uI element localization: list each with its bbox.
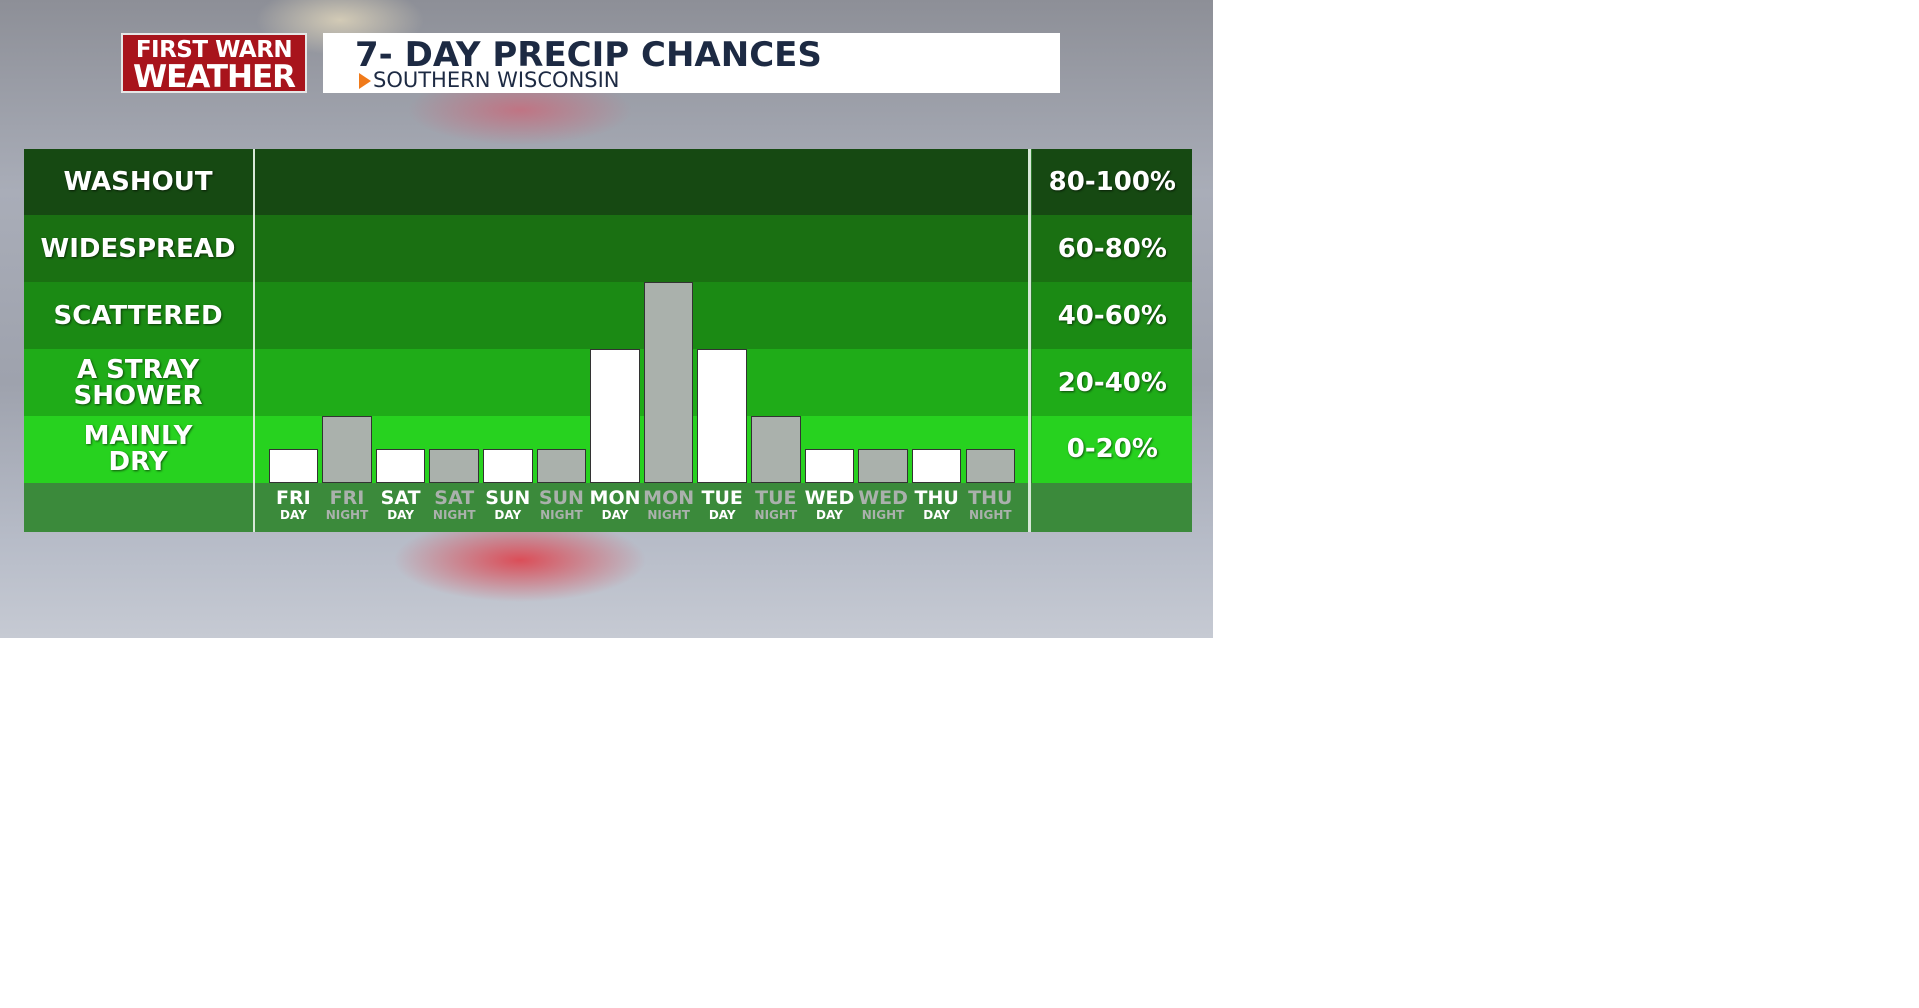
x-tick-sublabel: NIGHT — [432, 507, 476, 522]
bar — [804, 449, 855, 483]
bar — [375, 449, 426, 483]
band — [255, 282, 1028, 350]
x-tick-label: TUE — [755, 487, 797, 509]
x-tick-sublabel: DAY — [923, 507, 951, 522]
band — [255, 215, 1028, 283]
divider — [1027, 148, 1032, 533]
band — [23, 282, 253, 350]
bar — [858, 449, 908, 483]
x-tick-sublabel: NIGHT — [861, 507, 905, 522]
divider — [252, 148, 256, 533]
x-tick-sublabel: NIGHT — [754, 507, 798, 522]
x-tick-label: THU — [968, 487, 1013, 509]
x-tick-label: SAT — [434, 487, 475, 509]
bar — [268, 449, 319, 483]
x-tick-label: SUN — [538, 487, 584, 509]
chart-subtitle: SOUTHERN WISCONSIN — [373, 68, 620, 92]
band-range: 20-40% — [1057, 367, 1167, 398]
logo-text: WEATHER — [132, 59, 296, 95]
bar — [751, 415, 801, 483]
x-tick-sublabel: DAY — [279, 507, 307, 522]
x-tick-label: FRI — [276, 487, 311, 509]
x-tick-label: SAT — [380, 487, 421, 509]
bar — [322, 415, 372, 483]
bar — [643, 282, 694, 483]
x-tick-label: MON — [589, 487, 641, 509]
x-tick-label: TUE — [701, 487, 743, 509]
band-label: SCATTERED — [53, 300, 223, 331]
x-tick-label: THU — [914, 487, 959, 509]
band-range: 80-100% — [1048, 166, 1176, 197]
band — [1032, 215, 1193, 283]
band-range: 0-20% — [1066, 434, 1158, 465]
category-row — [23, 482, 1193, 533]
band-label: WASHOUT — [63, 166, 213, 197]
title-box: 7- DAY PRECIP CHANCES SOUTHERN WISCONSIN — [323, 33, 1060, 93]
band — [1032, 148, 1193, 216]
band — [255, 349, 1028, 416]
x-tick-sublabel: NIGHT — [968, 507, 1012, 522]
band-label: A STRAY SHOWER — [73, 354, 203, 411]
band-label: MAINLY DRY — [83, 421, 193, 478]
band — [1032, 415, 1193, 483]
bar — [590, 349, 640, 483]
band — [255, 148, 1028, 216]
graphic: FIRST WARN WEATHER 7- DAY PRECIP CHANCES… — [0, 0, 1213, 638]
chart-title: 7- DAY PRECIP CHANCES — [355, 35, 822, 75]
band-label: WIDESPREAD — [40, 233, 236, 264]
x-tick-label: SUN — [485, 487, 531, 509]
x-tick-label: WED — [858, 487, 908, 509]
logo: FIRST WARN WEATHER — [121, 33, 307, 93]
x-tick-sublabel: DAY — [387, 507, 414, 522]
band-range: 60-80% — [1057, 233, 1167, 264]
band-range: 40-60% — [1057, 300, 1167, 331]
band — [1032, 282, 1193, 350]
x-tick-sublabel: NIGHT — [647, 507, 690, 522]
arrow-icon — [359, 73, 371, 89]
logo-text: FIRST WARN — [135, 37, 293, 63]
x-tick-sublabel: NIGHT — [540, 507, 583, 522]
bar — [429, 449, 479, 483]
bar — [697, 349, 747, 483]
band — [23, 349, 253, 416]
x-tick-sublabel: DAY — [494, 507, 522, 522]
x-tick-sublabel: DAY — [708, 507, 736, 522]
x-tick-sublabel: DAY — [816, 507, 843, 522]
x-tick-sublabel: NIGHT — [325, 507, 369, 522]
band — [23, 148, 253, 216]
x-tick-label: WED — [804, 487, 855, 509]
x-tick-sublabel: DAY — [601, 507, 629, 522]
bar — [536, 449, 587, 483]
x-tick-label: MON — [643, 487, 695, 509]
bar — [483, 449, 533, 483]
band — [1032, 349, 1193, 416]
band — [23, 415, 253, 483]
bar — [911, 449, 962, 483]
x-tick-label: FRI — [329, 487, 365, 509]
band — [23, 215, 253, 283]
bar — [965, 449, 1016, 483]
